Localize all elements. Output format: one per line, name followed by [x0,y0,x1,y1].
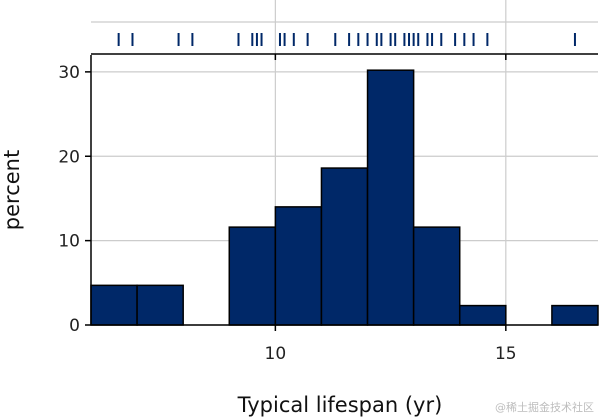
histogram-bars [90,69,599,326]
histogram-bar [458,304,507,326]
y-tick-label: 0 [69,316,80,336]
y-tick-label: 10 [58,232,80,252]
histogram-bar [90,284,138,326]
y-tick-label: 30 [58,63,80,83]
tick-labels: 0 10 20 30 10 15 [58,63,516,364]
histogram-bar [228,226,277,326]
histogram-bar [320,167,369,326]
y-axis-label: percent [0,150,24,230]
y-tick-label: 20 [58,147,80,167]
x-axis-label: Typical lifespan (yr) [237,393,443,417]
histogram-bar [136,284,184,326]
rug-plot [117,33,576,46]
x-tick-label: 15 [495,344,517,364]
watermark-text: @稀土掘金技术社区 [495,400,594,414]
axes [85,53,598,331]
histogram-bar [366,69,415,326]
histogram-bar [412,226,461,326]
histogram-bar [551,304,599,326]
x-tick-label: 10 [265,344,287,364]
histogram-bar [274,206,323,326]
